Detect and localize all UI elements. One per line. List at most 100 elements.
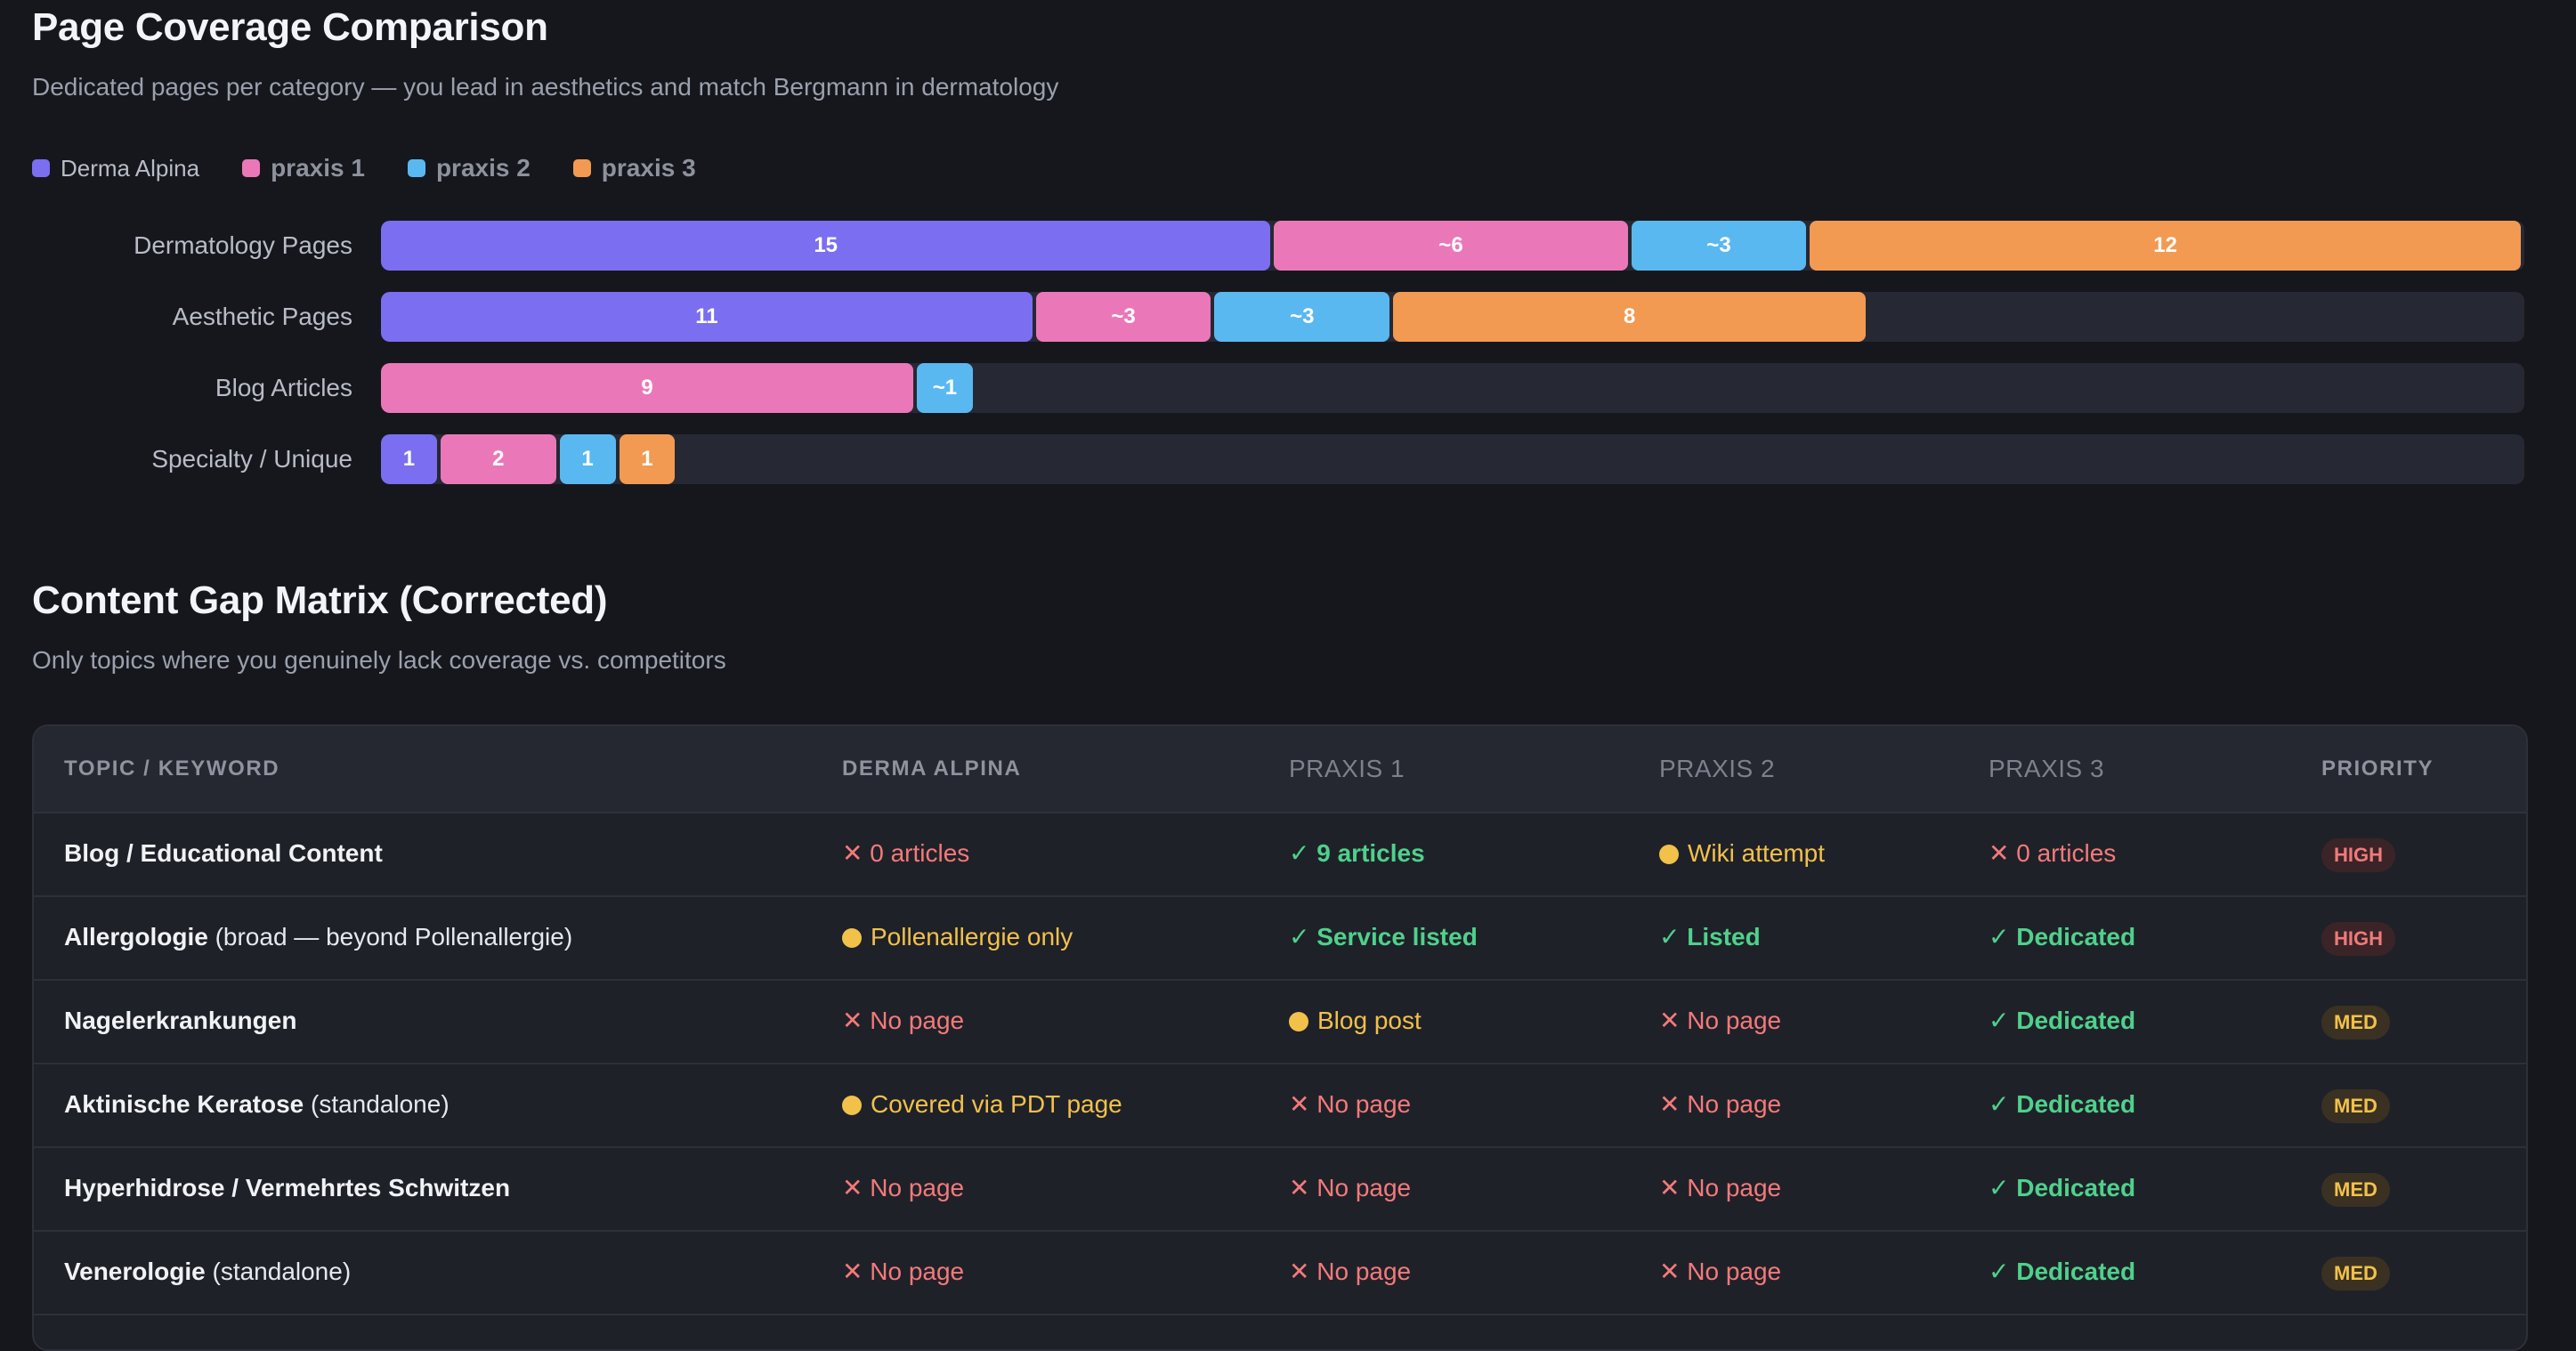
category-label: Specialty / Unique [151, 445, 352, 473]
status-cell: ✓ Dedicated [1989, 1063, 2135, 1146]
page: Page Coverage Comparison Dedicated pages… [32, 5, 2528, 1351]
coverage-title: Page Coverage Comparison [32, 5, 548, 49]
status-cell: ✕ No page [1289, 1146, 1411, 1230]
status-text: 9 articles [1316, 839, 1425, 867]
check-icon: ✓ [1659, 923, 1688, 951]
status-cell: ✓ Listed [1659, 895, 1761, 979]
topic-cell: Aktinische Keratose (standalone) [64, 1063, 450, 1146]
status-text: Covered via PDT page [871, 1090, 1122, 1118]
bar-track: 15 ~6 ~3 12 [381, 221, 2524, 271]
status-cell: ✓ Dedicated [1989, 895, 2135, 979]
status-cell: ✕ No page [1659, 979, 1781, 1063]
cross-icon: ✕ [1289, 1174, 1317, 1201]
column-header: PRAXIS 3 [1989, 755, 2105, 782]
status-cell: ✓ Dedicated [1989, 1146, 2135, 1230]
status-text: No page [870, 1007, 965, 1034]
legend-item: Derma Alpina [32, 155, 199, 182]
status-cell: ✕ No page [1289, 1063, 1411, 1146]
bar-segment: 11 [381, 292, 1033, 342]
priority-badge: MED [2321, 1256, 2390, 1290]
priority-badge: HIGH [2321, 921, 2395, 956]
legend-label: praxis 1 [271, 154, 365, 182]
check-icon: ✓ [1989, 1007, 2017, 1034]
status-text: No page [1316, 1090, 1412, 1118]
status-text: No page [1687, 1258, 1782, 1285]
legend-swatch [242, 159, 261, 177]
status-text: Pollenallergie only [871, 923, 1073, 951]
coverage-subtitle: Dedicated pages per category — you lead … [32, 73, 1059, 101]
status-cell: Covered via PDT page [842, 1063, 1122, 1146]
priority-badge: HIGH [2321, 837, 2395, 872]
check-icon: ✓ [1989, 923, 2017, 951]
status-cell: Wiki attempt [1659, 812, 1825, 895]
cross-icon: ✕ [1989, 839, 2017, 867]
legend-label: praxis 3 [601, 154, 696, 182]
check-icon: ✓ [1989, 1174, 2017, 1201]
status-cell: ✕ No page [842, 1146, 964, 1230]
cross-icon: ✕ [842, 839, 871, 867]
check-icon: ✓ [1289, 923, 1317, 951]
bar-segment: 1 [559, 434, 616, 484]
bar-segment: 12 [1810, 221, 2521, 271]
bar-track: 9 ~1 [381, 363, 2524, 413]
status-text: Wiki attempt [1688, 839, 1826, 867]
gap-matrix-table: TOPIC / KEYWORD DERMA ALPINA PRAXIS 1 PRAXI… [32, 724, 2528, 1351]
status-cell: ✕ No page [1659, 1146, 1781, 1230]
cross-icon: ✕ [1289, 1090, 1317, 1118]
status-text: No page [870, 1258, 965, 1285]
legend-label: Derma Alpina [61, 154, 200, 182]
topic-cell: Hyperhidrose / Vermehrtes Schwitzen [64, 1146, 510, 1230]
table-row: Hyperhidrose / Vermehrtes Schwitzen ✕ No … [34, 1146, 2526, 1232]
check-icon: ✓ [1989, 1258, 2017, 1285]
priority-cell: MED [2321, 1063, 2390, 1146]
priority-badge: MED [2321, 1172, 2390, 1207]
topic-name: Allergologie [64, 923, 208, 951]
chart-row: Aesthetic Pages 11 ~3 ~3 8 [32, 292, 2524, 342]
priority-cell: HIGH [2321, 895, 2395, 979]
status-text: Dedicated [2016, 923, 2136, 951]
status-cell: ✕ 0 articles [1989, 812, 2116, 895]
column-header: PRAXIS 2 [1659, 755, 1776, 782]
cross-icon: ✕ [842, 1174, 871, 1201]
table-row: Venerologie (standalone) ✕ No page ✕ No pa… [34, 1230, 2526, 1315]
status-cell: ✕ No page [1659, 1230, 1781, 1314]
cross-icon: ✕ [842, 1258, 871, 1285]
status-text: Service listed [1316, 923, 1478, 951]
status-cell: ✓ 9 articles [1289, 812, 1425, 895]
topic-name: Blog / Educational Content [64, 839, 383, 867]
table-row: Blog / Educational Content ✕ 0 articles ✓ … [34, 812, 2526, 897]
status-cell: ✓ Dedicated [1989, 1230, 2135, 1314]
column-header: PRAXIS 1 [1289, 755, 1405, 782]
priority-badge: MED [2321, 1005, 2390, 1040]
legend-item: praxis 3 [572, 154, 696, 182]
status-cell: ✓ Service listed [1289, 895, 1478, 979]
status-text: Dedicated [2016, 1174, 2136, 1201]
status-text: No page [1687, 1174, 1782, 1201]
topic-note: (standalone) [304, 1090, 450, 1118]
status-text: No page [1316, 1174, 1412, 1201]
topic-name: Aktinische Keratose [64, 1090, 304, 1118]
cross-icon: ✕ [1659, 1090, 1688, 1118]
priority-cell: HIGH [2321, 812, 2395, 895]
priority-cell: MED [2321, 1230, 2390, 1314]
status-text: No page [1687, 1090, 1782, 1118]
priority-cell: MED [2321, 1146, 2390, 1230]
status-cell: ✕ No page [842, 979, 964, 1063]
check-icon: ✓ [1989, 1090, 2017, 1118]
bar-segment: 2 [440, 434, 556, 484]
column-header: TOPIC / KEYWORD [64, 756, 280, 781]
cross-icon: ✕ [1659, 1258, 1688, 1285]
partial-dot-icon [1659, 845, 1679, 864]
table-row: Aktinische Keratose (standalone) Covered … [34, 1063, 2526, 1148]
partial-dot-icon [842, 928, 862, 948]
bar-segment: ~3 [1035, 292, 1211, 342]
bar-segment: ~6 [1274, 221, 1628, 271]
chart-row: Dermatology Pages 15 ~6 ~3 12 [32, 221, 2524, 271]
legend-label: praxis 2 [435, 154, 531, 182]
priority-cell: MED [2321, 979, 2390, 1063]
bar-segment: 15 [381, 221, 1271, 271]
chart-row: Blog Articles 9 ~1 [32, 363, 2524, 413]
cross-icon: ✕ [1659, 1174, 1688, 1201]
column-header: PRIORITY [2321, 756, 2434, 781]
